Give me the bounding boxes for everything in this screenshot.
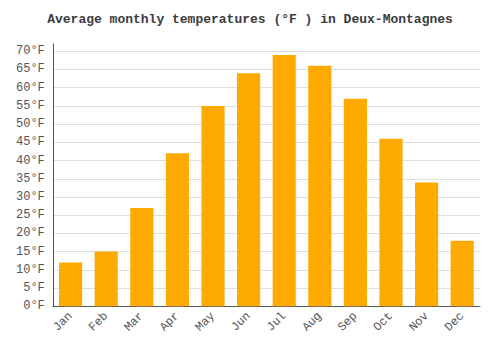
svg-text:0°F: 0°F (23, 299, 45, 313)
svg-text:40°F: 40°F (16, 154, 45, 168)
svg-text:May: May (193, 309, 218, 334)
svg-text:65°F: 65°F (16, 62, 45, 76)
svg-text:45°F: 45°F (16, 135, 45, 149)
svg-text:15°F: 15°F (16, 245, 45, 259)
svg-text:Oct: Oct (371, 309, 396, 334)
svg-text:Apr: Apr (157, 309, 182, 334)
svg-text:Aug: Aug (300, 309, 325, 334)
svg-text:Jan: Jan (50, 309, 75, 334)
svg-text:35°F: 35°F (16, 172, 45, 186)
svg-text:Jul: Jul (264, 309, 289, 334)
svg-text:Mar: Mar (122, 309, 147, 334)
svg-text:10°F: 10°F (16, 263, 45, 277)
svg-text:60°F: 60°F (16, 81, 45, 95)
svg-text:Average monthly temperatures (: Average monthly temperatures (°F ) in De… (47, 12, 453, 27)
svg-text:25°F: 25°F (16, 208, 45, 222)
svg-text:30°F: 30°F (16, 190, 45, 204)
svg-text:55°F: 55°F (16, 99, 45, 113)
svg-text:Nov: Nov (406, 309, 431, 334)
svg-text:Dec: Dec (442, 309, 467, 334)
svg-text:Feb: Feb (86, 309, 111, 334)
svg-text:Sep: Sep (335, 309, 360, 334)
svg-text:50°F: 50°F (16, 117, 45, 131)
svg-text:Jun: Jun (228, 309, 253, 334)
svg-text:20°F: 20°F (16, 226, 45, 240)
svg-text:5°F: 5°F (23, 281, 45, 295)
svg-text:70°F: 70°F (16, 44, 45, 58)
